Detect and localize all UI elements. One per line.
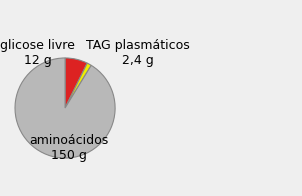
Text: 12 g: 12 g [24, 54, 51, 67]
Text: aminoácidos: aminoácidos [29, 134, 109, 147]
Wedge shape [65, 63, 91, 108]
Wedge shape [65, 58, 87, 108]
Text: 2,4 g: 2,4 g [122, 54, 153, 67]
Text: 150 g: 150 g [51, 149, 87, 162]
Text: TAG plasmáticos: TAG plasmáticos [86, 39, 189, 52]
Text: glicose livre: glicose livre [0, 39, 75, 52]
Wedge shape [15, 58, 115, 158]
